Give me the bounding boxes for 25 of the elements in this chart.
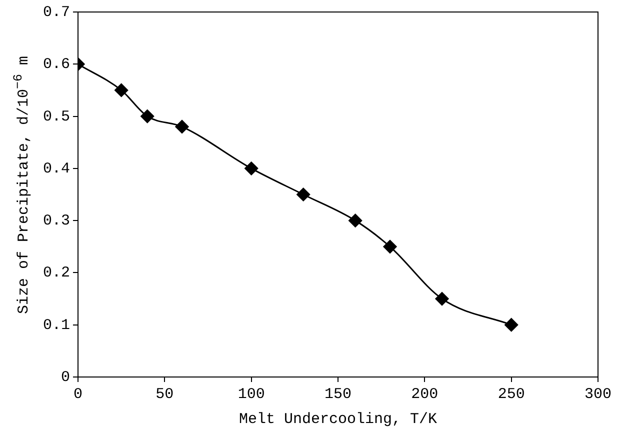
x-tick-label: 50 <box>156 386 174 403</box>
point <box>348 214 362 228</box>
point <box>504 318 518 332</box>
point <box>435 292 449 306</box>
x-tick-label: 250 <box>498 386 525 403</box>
y-tick-label: 0 <box>60 368 70 386</box>
point <box>114 83 128 97</box>
y-tick-label: 0.7 <box>42 4 70 21</box>
point <box>244 162 258 176</box>
y-tick-label: 0.5 <box>42 108 70 126</box>
x-tick-label: 300 <box>584 386 612 403</box>
point <box>175 120 189 134</box>
point <box>383 240 397 254</box>
y-tick-label: 0.1 <box>42 316 70 334</box>
x-tick-label: 0 <box>73 386 83 403</box>
x-tick-label: 200 <box>411 386 438 403</box>
x-axis-title: Melt Undercooling, T/K <box>238 410 438 428</box>
y-tick-label: 0.3 <box>42 212 70 230</box>
y-tick-label: 0.2 <box>42 264 70 282</box>
y-tick-label: 0.6 <box>42 56 70 74</box>
x-tick-label: 100 <box>238 386 265 403</box>
point <box>140 110 154 124</box>
x-tick-label: 150 <box>324 386 352 403</box>
y-tick-label: 0.4 <box>42 160 70 178</box>
point <box>296 188 310 202</box>
